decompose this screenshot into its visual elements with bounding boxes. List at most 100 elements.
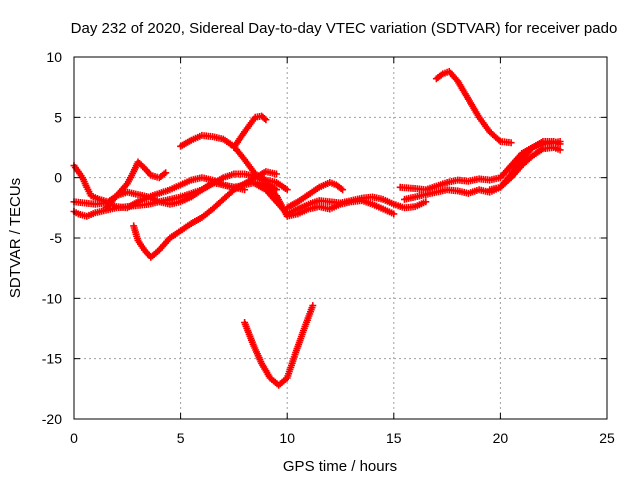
data-point	[360, 199, 364, 202]
data-point	[349, 200, 353, 203]
data-point	[488, 178, 491, 182]
data-point	[168, 198, 172, 201]
data-point	[488, 130, 491, 134]
data-point	[435, 190, 438, 194]
data-point	[552, 140, 555, 143]
data-point	[445, 181, 449, 184]
data-point	[85, 215, 88, 218]
data-point	[275, 194, 278, 197]
chart-title: Day 232 of 2020, Sidereal Day-to-day VTE…	[71, 20, 618, 37]
data-point	[81, 176, 84, 179]
data-point	[435, 184, 438, 188]
data-point	[371, 195, 374, 199]
data-point	[275, 188, 278, 191]
data-point	[232, 172, 236, 176]
data-point	[477, 177, 481, 181]
data-point	[558, 148, 562, 152]
data-point	[115, 194, 118, 197]
data-point	[179, 200, 182, 203]
data-point	[381, 198, 385, 201]
data-point	[381, 207, 385, 211]
y-tick-label: -20	[42, 411, 62, 427]
data-point	[77, 212, 80, 216]
series-track-14	[432, 68, 515, 147]
data-point	[424, 200, 427, 203]
data-point	[77, 170, 80, 173]
data-point	[254, 172, 257, 176]
y-tick-label: -5	[50, 230, 63, 246]
data-point	[132, 170, 135, 173]
data-point	[200, 134, 204, 137]
y-axis-label: SDTVAR / TECUs	[7, 178, 24, 298]
data-point	[488, 188, 491, 191]
data-point	[85, 186, 88, 189]
data-point	[467, 192, 470, 195]
data-point	[467, 98, 470, 101]
data-point	[179, 145, 182, 148]
data-point	[94, 203, 97, 206]
data-point	[190, 178, 193, 182]
data-point	[307, 207, 310, 211]
data-point	[168, 236, 172, 240]
data-point	[126, 206, 129, 210]
data-point	[303, 327, 306, 330]
data-point	[251, 342, 255, 346]
data-point	[456, 178, 459, 182]
data-point	[424, 188, 427, 191]
data-point	[104, 206, 108, 210]
data-point	[147, 195, 150, 199]
data-point	[307, 193, 310, 196]
data-point	[509, 172, 513, 176]
series-track-7	[230, 112, 270, 151]
data-point	[392, 212, 395, 216]
data-point	[477, 188, 481, 191]
data-point	[277, 384, 280, 387]
data-point	[179, 229, 182, 232]
data-point	[94, 211, 97, 214]
data-point	[136, 239, 140, 242]
data-point	[509, 164, 513, 167]
data-point	[143, 248, 146, 252]
x-tick-label: 25	[599, 430, 615, 446]
data-point	[403, 206, 406, 210]
data-point	[168, 188, 172, 191]
series-track-15	[486, 138, 564, 194]
data-point	[499, 186, 502, 189]
data-series	[70, 68, 564, 389]
data-point	[499, 176, 502, 179]
data-point	[243, 182, 246, 185]
data-point	[448, 70, 451, 73]
data-point	[264, 183, 268, 187]
data-point	[371, 203, 374, 206]
data-point	[126, 182, 129, 185]
data-point	[531, 154, 534, 158]
data-point	[164, 171, 167, 175]
data-point	[341, 188, 344, 191]
data-point	[552, 146, 555, 149]
data-point	[286, 206, 289, 210]
series-track-4	[102, 158, 170, 212]
x-axis-ticks: 0 5 10 15 20 25	[70, 57, 615, 446]
data-point	[456, 79, 459, 83]
data-point	[541, 140, 545, 143]
data-point	[158, 248, 161, 252]
data-point	[260, 362, 263, 365]
data-point	[158, 192, 161, 195]
data-point	[211, 207, 214, 211]
data-point	[296, 212, 300, 216]
data-point	[264, 178, 268, 182]
data-point	[413, 195, 417, 199]
data-point	[190, 222, 193, 225]
data-point	[158, 200, 161, 203]
data-point	[392, 203, 395, 206]
data-point	[149, 256, 152, 259]
y-tick-label: -10	[42, 290, 62, 306]
data-point	[339, 203, 342, 206]
data-point	[132, 224, 135, 228]
data-point	[509, 141, 513, 144]
data-point	[149, 174, 152, 177]
data-point	[222, 176, 225, 179]
data-point	[541, 147, 545, 150]
data-point	[143, 166, 146, 170]
